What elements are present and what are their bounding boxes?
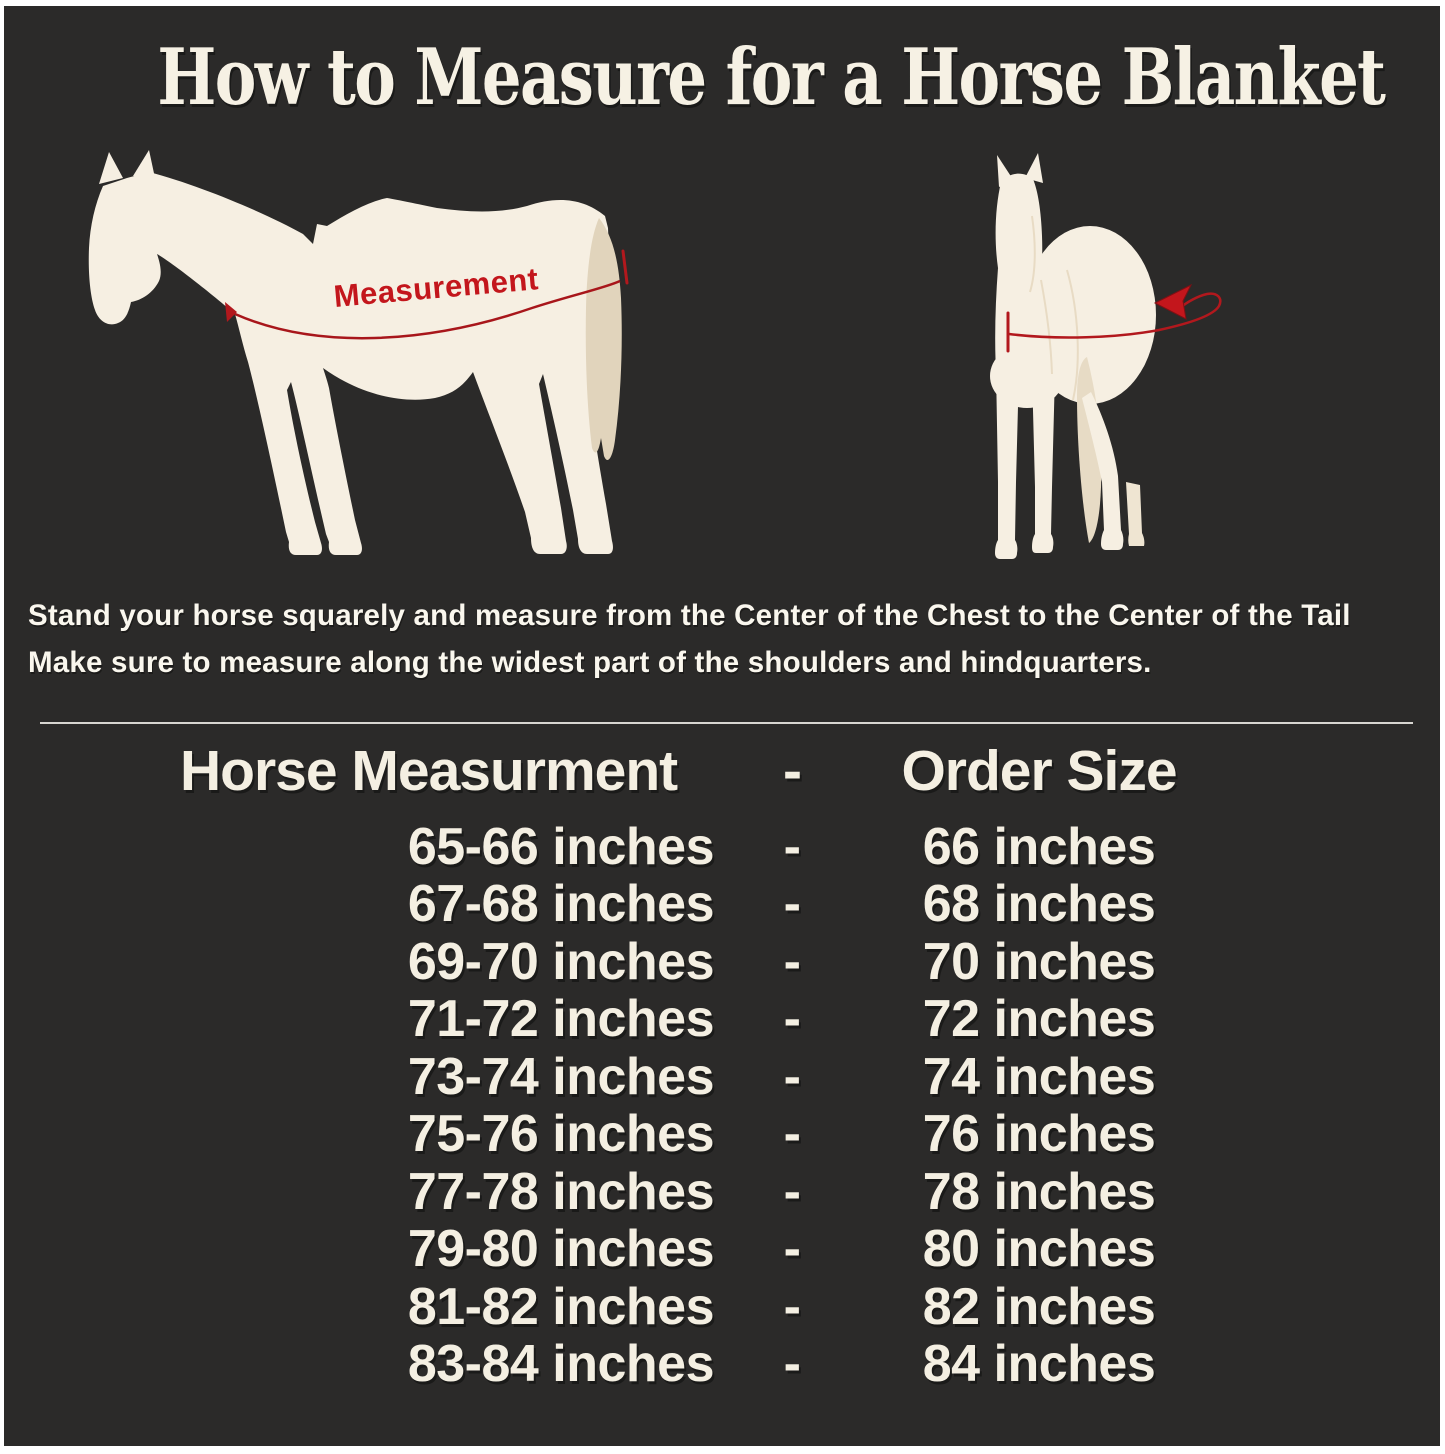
instruction-line-1: Stand your horse squarely and measure fr… xyxy=(28,599,1351,632)
instruction-line-2: Make sure to measure along the widest pa… xyxy=(28,646,1152,679)
size-table: Horse Measurment - Order Size 65-66 inch… xyxy=(180,738,1254,1393)
measurement-start-wedge xyxy=(225,302,237,322)
horse-front-leg xyxy=(995,368,1019,559)
order-size-cell: 76 inches xyxy=(922,1105,1156,1164)
dash-separator: - xyxy=(783,1335,801,1394)
measurement-column-header: Horse Measurment xyxy=(180,739,678,803)
horse-hind-leg xyxy=(1082,392,1124,550)
order-size-cell: 80 inches xyxy=(922,1220,1156,1279)
table-row: 73-74 inches - 74 inches xyxy=(180,1048,1254,1106)
order-size-cell: 66 inches xyxy=(922,817,1156,876)
table-row: 81-82 inches - 82 inches xyxy=(180,1278,1254,1336)
girth-arrowhead-icon xyxy=(1153,283,1193,320)
dash-separator: - xyxy=(783,1162,801,1221)
measurement-cell: 79-80 inches xyxy=(407,1220,715,1279)
page-title: How to Measure for a Horse Blanket xyxy=(157,32,1386,123)
table-row: 79-80 inches - 80 inches xyxy=(180,1220,1254,1279)
horse-tail-shape xyxy=(585,218,622,461)
order-size-cell: 74 inches xyxy=(922,1047,1156,1106)
measurement-cell: 73-74 inches xyxy=(407,1047,715,1106)
poster-background: How to Measure for a Horse Blanket Measu… xyxy=(4,6,1440,1446)
dash-separator: - xyxy=(783,1220,801,1279)
side-horse-figure: Measurement xyxy=(88,150,629,555)
measurement-cell: 75-76 inches xyxy=(407,1105,715,1164)
dash-separator: - xyxy=(783,1105,801,1164)
measurement-cell: 71-72 inches xyxy=(407,990,715,1049)
horse-side-silhouette xyxy=(88,172,613,555)
table-row: 75-76 inches - 76 inches xyxy=(180,1105,1254,1164)
table-row: 71-72 inches - 72 inches xyxy=(180,990,1254,1049)
table-row: 83-84 inches - 84 inches xyxy=(180,1335,1254,1394)
horse-far-hind-leg xyxy=(1126,482,1145,546)
horse-ear-icon xyxy=(997,155,1014,187)
dash-separator: - xyxy=(783,875,801,934)
order-size-cell: 70 inches xyxy=(922,932,1156,991)
dash-separator: - xyxy=(783,1277,801,1336)
order-size-cell: 68 inches xyxy=(922,875,1156,934)
dash-separator: - xyxy=(783,817,801,876)
measurement-arc xyxy=(234,279,621,340)
table-row: 69-70 inches - 70 inches xyxy=(180,933,1254,991)
header-dash-separator: - xyxy=(783,739,802,803)
front-horse-figure xyxy=(990,153,1222,559)
measurement-end-tick xyxy=(621,249,629,285)
dash-separator: - xyxy=(783,1047,801,1106)
order-size-cell: 84 inches xyxy=(922,1335,1156,1394)
measurement-cell: 77-78 inches xyxy=(407,1162,715,1221)
horse-front-leg xyxy=(1032,372,1055,553)
horse-ear-icon xyxy=(99,152,123,184)
neck-shading-line xyxy=(1040,279,1053,375)
horse-ear-icon xyxy=(1025,153,1043,183)
horse-ear-icon xyxy=(133,150,155,178)
size-table-rows: 65-66 inches - 66 inches 67-68 inches - … xyxy=(180,818,1254,1394)
instructions-text: Stand your horse squarely and measure fr… xyxy=(28,592,1418,686)
dash-separator: - xyxy=(783,932,801,991)
dash-separator: - xyxy=(783,990,801,1049)
girth-wrap-line xyxy=(1008,292,1222,339)
measurement-cell: 65-66 inches xyxy=(407,817,715,876)
size-table-header: Horse Measurment - Order Size xyxy=(180,738,1254,804)
order-size-column-header: Order Size xyxy=(901,739,1177,803)
order-size-cell: 82 inches xyxy=(922,1277,1156,1336)
table-row: 77-78 inches - 78 inches xyxy=(180,1163,1254,1221)
table-row: 65-66 inches - 66 inches xyxy=(180,818,1254,876)
measurement-cell: 83-84 inches xyxy=(407,1335,715,1394)
horse-head-shape xyxy=(995,173,1043,312)
table-row: 67-68 inches - 68 inches xyxy=(180,875,1254,934)
figures-section: Measurement xyxy=(4,6,1440,576)
section-divider xyxy=(40,722,1413,724)
order-size-cell: 72 inches xyxy=(922,990,1156,1049)
order-size-cell: 78 inches xyxy=(922,1162,1156,1221)
measurement-cell: 69-70 inches xyxy=(407,932,715,991)
title-bar: How to Measure for a Horse Blanket xyxy=(4,32,1440,123)
face-shading-line xyxy=(1029,215,1036,293)
measurement-cell: 67-68 inches xyxy=(407,875,715,934)
measurement-cell: 81-82 inches xyxy=(407,1277,715,1336)
